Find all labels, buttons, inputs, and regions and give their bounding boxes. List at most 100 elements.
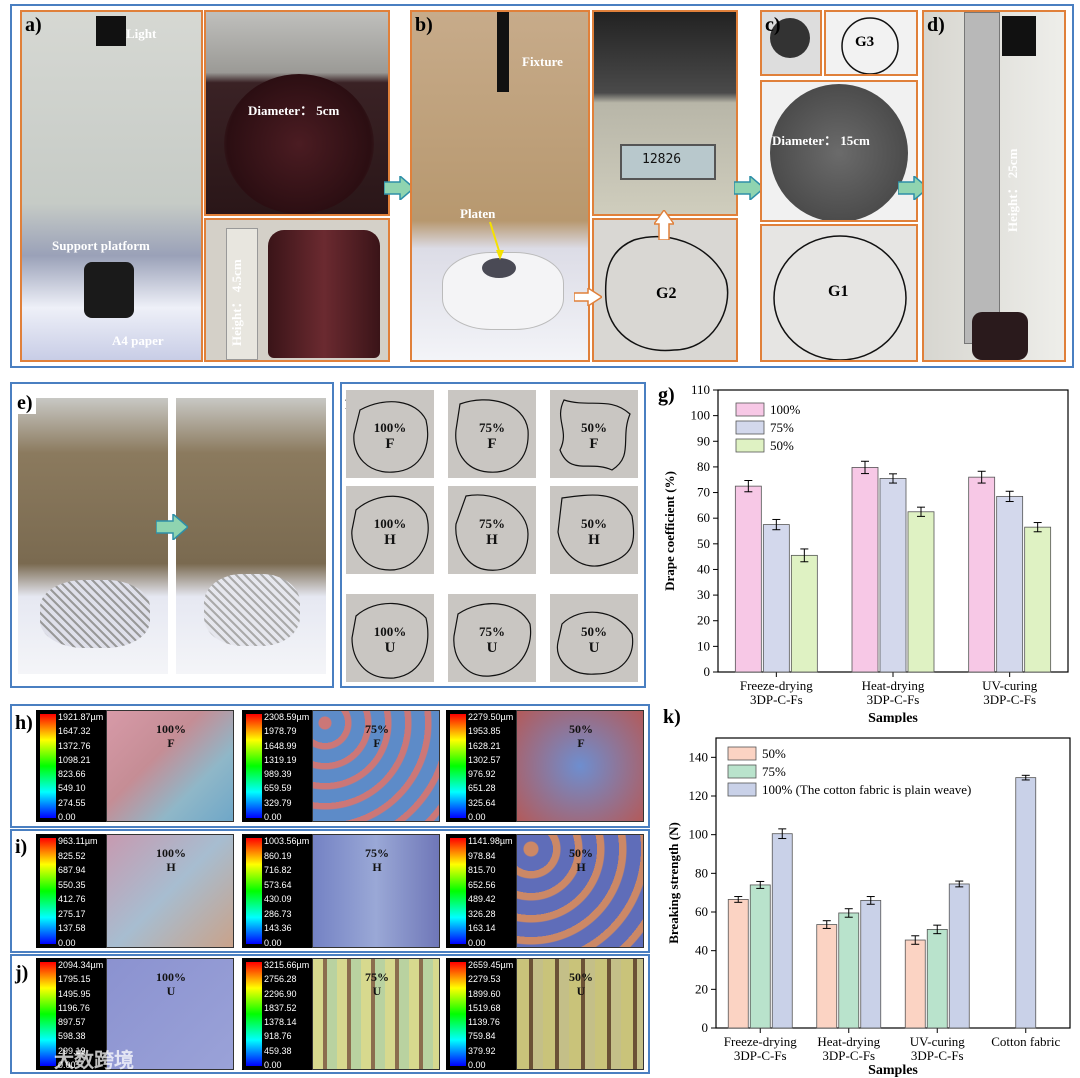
drape-outline-code: H (588, 532, 600, 548)
colorbar-tick-label: 1628.21 (468, 740, 501, 751)
height-map-image (312, 834, 440, 948)
height-map-percent: 75% (365, 722, 389, 736)
panel-b-balance-photo (592, 10, 738, 216)
ruler (226, 228, 258, 360)
bar (790, 554, 818, 673)
drape-outline-label: 50% H (550, 516, 638, 548)
a4-paper-label: A4 paper (112, 333, 164, 348)
panel-e-photo-after (176, 398, 326, 674)
vertical-ruler (964, 12, 1000, 344)
colorbar-tick-label: 2279.53 (468, 974, 501, 985)
colorbar-tick-label: 550.35 (58, 879, 86, 890)
drape-fabric-after (204, 574, 300, 646)
bar (860, 899, 882, 1029)
drape-outline-cell: 75% H (448, 486, 536, 574)
bar (727, 899, 749, 1029)
colorbar-tick-label: 0.00 (468, 812, 486, 822)
colorbar-tick-label: 1519.68 (468, 1002, 501, 1013)
bar (1015, 777, 1037, 1029)
legend-entry: 100% (The cotton fabric is plain weave) (762, 782, 971, 797)
x-tick-label: 3DP-C-Fs (734, 1048, 787, 1063)
drape-outline-cell: 50% U (550, 594, 638, 682)
colorbar-tick-label: 0.00 (264, 938, 282, 948)
legend-swatch (735, 420, 765, 435)
colorbar-tick-label: 286.73 (264, 908, 292, 919)
panel-e-frame (10, 382, 334, 688)
panel-f-frame (340, 382, 646, 688)
bar (996, 495, 1024, 673)
colorbar-tick-label: 1647.32 (58, 726, 91, 737)
drape-outline-label: 75% H (448, 516, 536, 548)
legend-entry: 50% (770, 438, 794, 453)
height-map-label: 100% H (146, 846, 196, 874)
bar (816, 924, 838, 1029)
drape-outline-percent: 100% (373, 516, 407, 531)
legend-swatch (735, 438, 765, 453)
height-map-code: U (576, 984, 586, 998)
g1-label: G1 (828, 283, 849, 300)
drape-outline (556, 611, 634, 675)
colorbar-tick-label: 1302.57 (468, 754, 501, 765)
light-label: Light (126, 26, 157, 41)
colorbar-tick-label: 3215.66µm (264, 960, 310, 970)
drape-outline-code: F (589, 436, 599, 452)
colorbar-tick-label: 274.55 (58, 797, 86, 808)
drape-outline (559, 399, 631, 471)
drape-outline-code: U (588, 640, 600, 656)
panel-e-label: e) (14, 392, 36, 414)
colorbar-tick-label: 489.42 (468, 894, 496, 905)
x-tick-label: 3DP-C-Fs (750, 692, 803, 707)
watermark: 大数跨境 (54, 1048, 134, 1072)
drape-outline-label: 100% H (346, 516, 434, 548)
balance-display (620, 144, 716, 180)
colorbar-tick-label: 163.14 (468, 923, 496, 934)
colorbar-tick-label: 652.56 (468, 879, 496, 890)
drape-outline-percent: 50% (581, 624, 607, 639)
bar (762, 524, 790, 673)
diameter-5cm-label: Diameter： 5cm (248, 103, 340, 118)
drape-outline-label: 50% F (550, 420, 638, 452)
bar (734, 485, 762, 673)
height-map-label: 75% H (352, 846, 402, 874)
colorbar-tick-label: 978.84 (468, 850, 496, 861)
y-tick-label: 60 (695, 904, 708, 919)
legend-swatch (727, 782, 757, 797)
panel-b-photo (410, 10, 590, 362)
panel-j-label: j) (12, 962, 32, 984)
colorbar-tick-label: 430.09 (264, 894, 292, 905)
panel-d-photo (922, 10, 1066, 362)
balance-reading: 12826 (642, 152, 682, 167)
container-side (268, 230, 380, 358)
y-tick-label: 40 (695, 943, 708, 958)
top-fixture (1002, 16, 1036, 56)
g3-label: G3 (855, 34, 875, 50)
colorbar-tick-label: 1003.56µm (264, 836, 310, 846)
colorbar-tick-label: 412.76 (58, 894, 86, 905)
colorbar-tick-label: 1795.15 (58, 974, 91, 985)
bar (838, 912, 860, 1029)
bar (851, 467, 879, 673)
height-colorbar (450, 962, 466, 1066)
height-map-image (106, 958, 234, 1070)
height-colorbar (40, 962, 56, 1066)
colorbar-tick-label: 2659.45µm (468, 960, 514, 970)
height-map-image (516, 958, 644, 1070)
drape-outline-code: U (384, 640, 396, 656)
colorbar-tick-label: 1837.52 (264, 1002, 297, 1013)
height-map-percent: 100% (156, 970, 186, 984)
small-disc (770, 18, 810, 58)
colorbar-tick-label: 759.84 (468, 1031, 496, 1042)
colorbar-tick-label: 825.52 (58, 850, 86, 861)
height-map-percent: 50% (569, 722, 593, 736)
support-platform-cylinder (84, 262, 134, 318)
bar (1024, 526, 1052, 673)
platen-pointer-arrow (489, 221, 504, 260)
drape-outline-code: U (486, 640, 498, 656)
height-4.5cm-label: Height： 4.5cm (229, 259, 244, 346)
colorbar-tick-label: 0.00 (58, 938, 76, 948)
light-fixture (96, 16, 126, 46)
colorbar-tick-label: 823.66 (58, 769, 86, 780)
arrow-a-to-b (384, 176, 414, 200)
colorbar-tick-label: 459.38 (264, 1045, 292, 1056)
drape-outline (455, 399, 529, 473)
